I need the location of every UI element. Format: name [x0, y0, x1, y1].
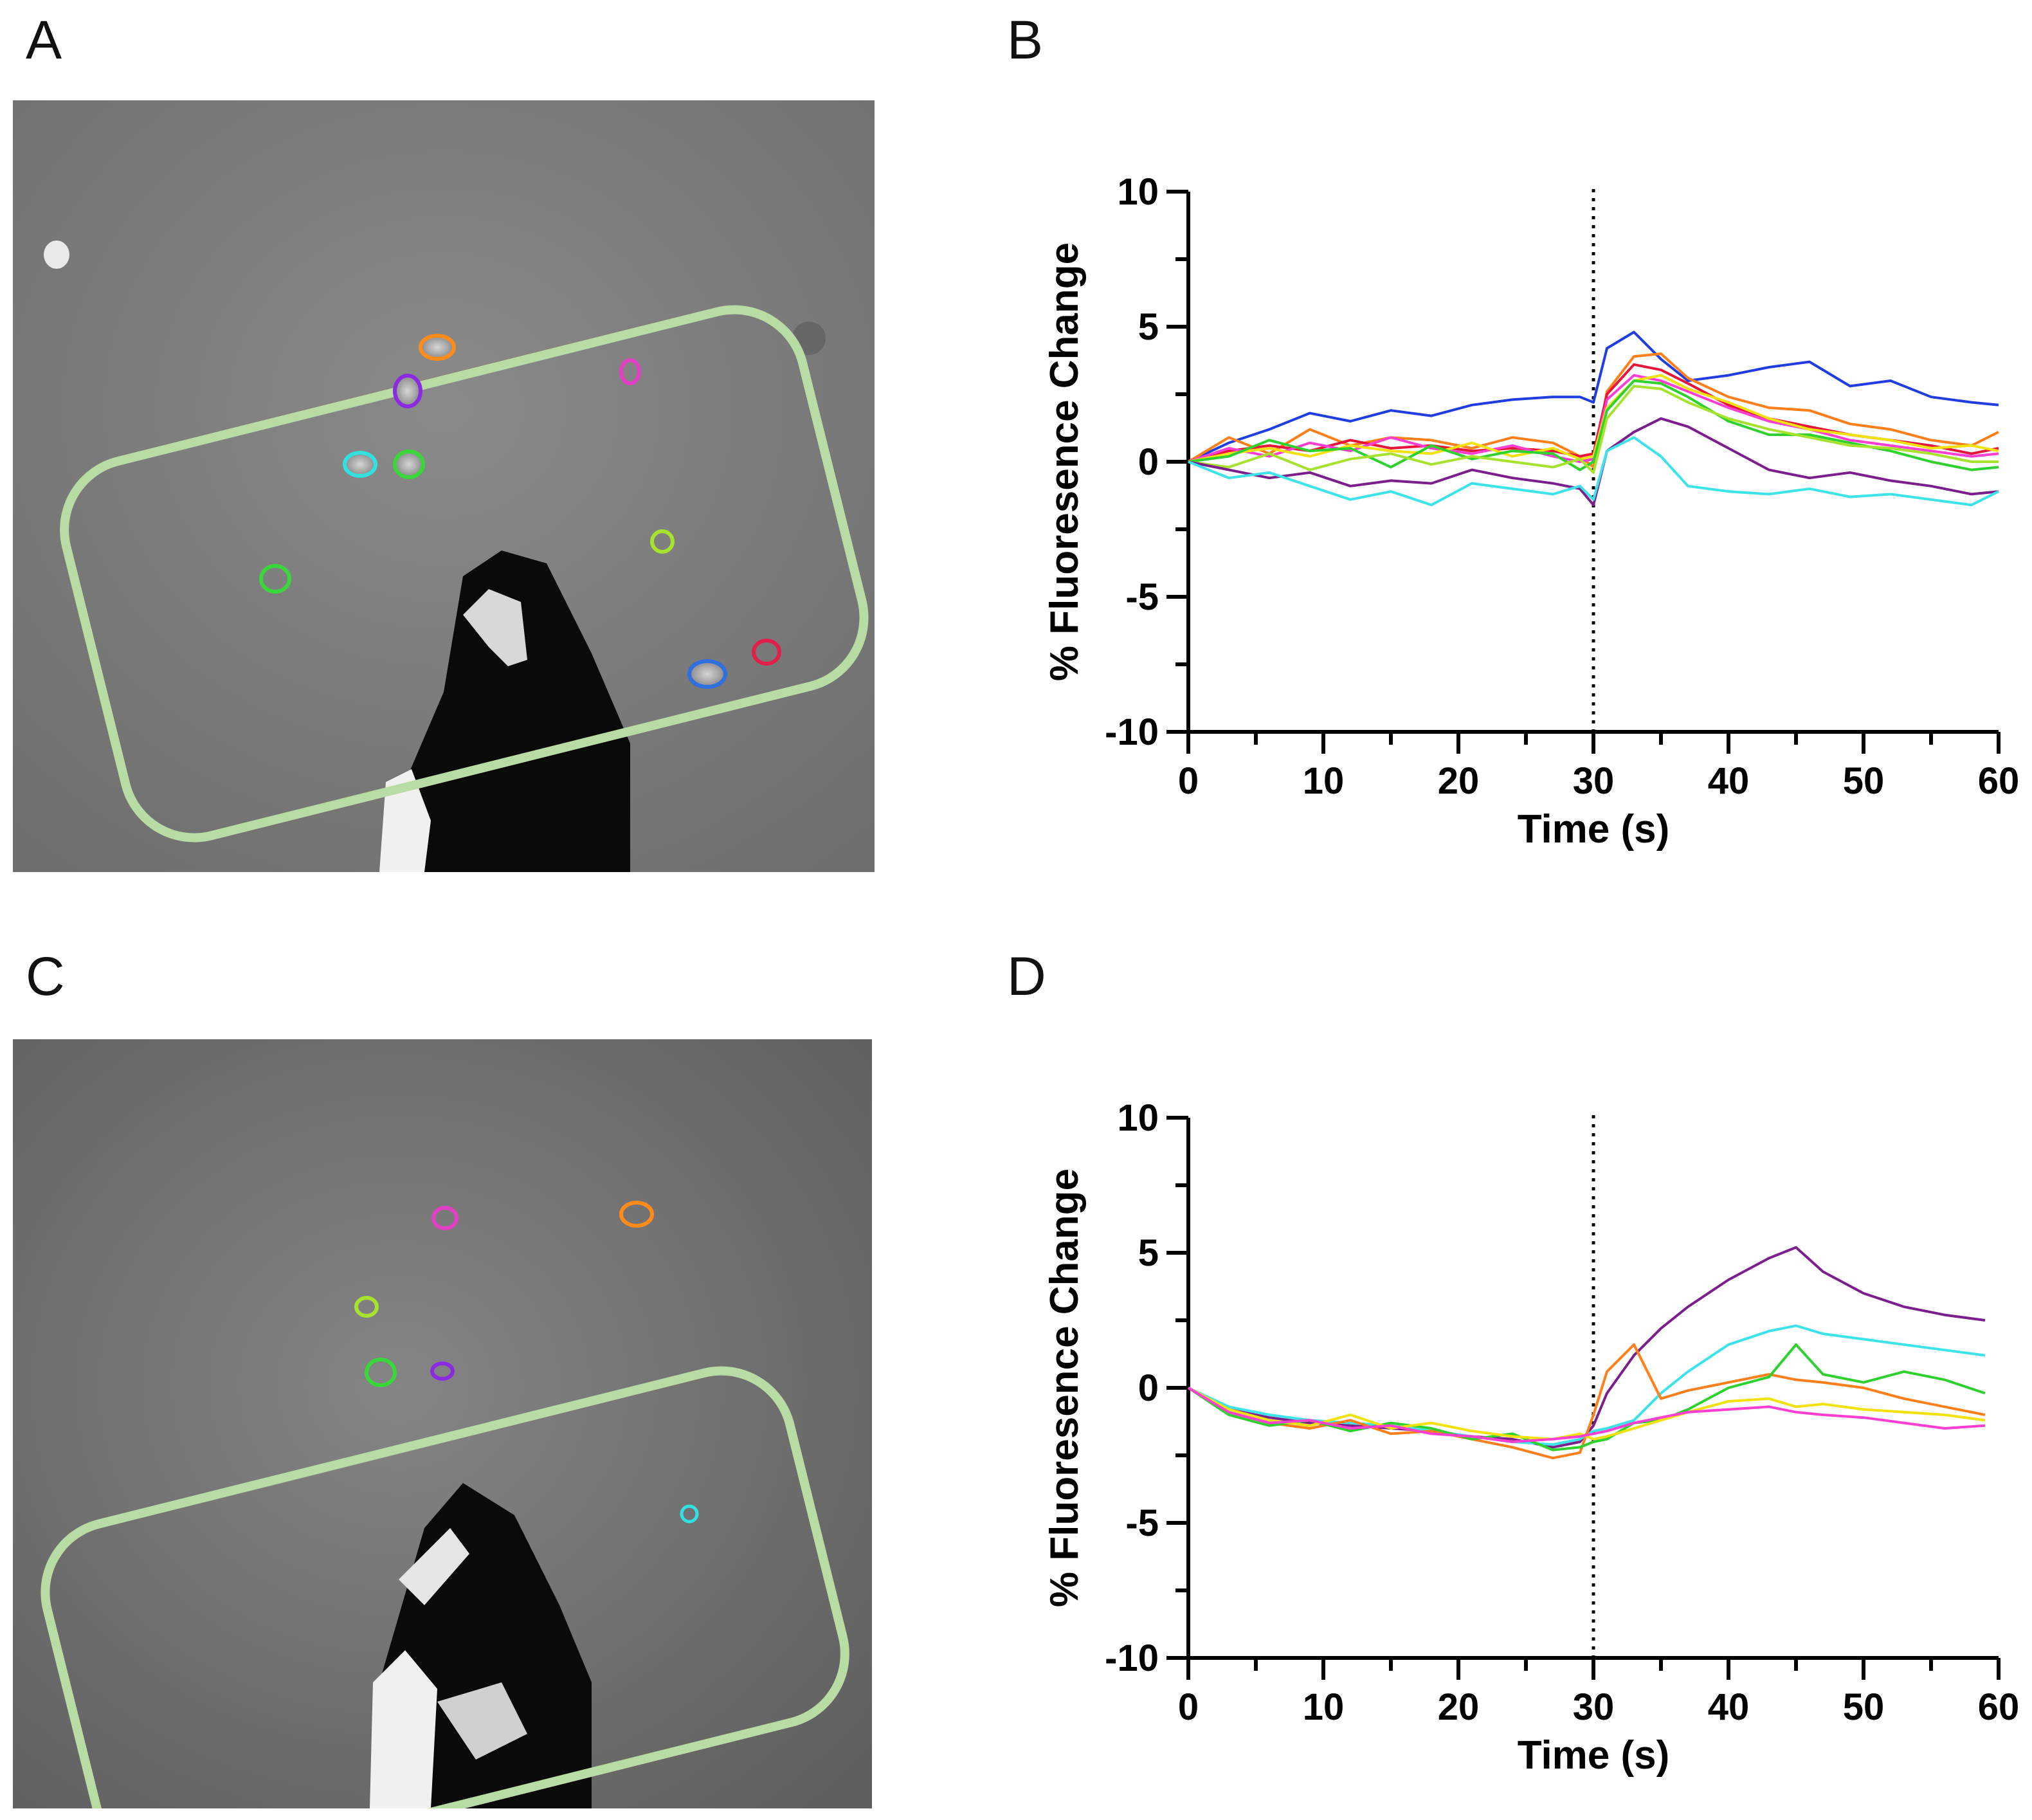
mouse-patch-c — [437, 1682, 527, 1760]
series-line-cyan — [1188, 436, 1999, 507]
series-line-yellow — [1188, 1387, 1986, 1441]
roi-green-1 — [393, 450, 425, 479]
x-tick-label: 20 — [1438, 1686, 1480, 1728]
y-tick-label: 10 — [1117, 171, 1159, 213]
x-tick-label: 40 — [1708, 1686, 1750, 1728]
y-tick-label: 10 — [1117, 1097, 1159, 1139]
mouse-head-highlight — [463, 589, 527, 666]
mouse-body — [392, 551, 630, 872]
micrograph-c-svg — [13, 1039, 872, 1808]
x-tick-label: 10 — [1303, 760, 1345, 802]
micrograph-c — [13, 1039, 872, 1808]
x-axis-title: Time (s) — [1518, 807, 1670, 851]
x-tick-label: 20 — [1438, 760, 1480, 802]
roi-magenta — [619, 358, 641, 385]
panel-label-b: B — [1007, 10, 1044, 70]
bright-spot — [44, 241, 69, 269]
series-line-blue — [1188, 331, 1999, 463]
y-tick-label: 0 — [1138, 1367, 1159, 1409]
x-tick-label: 60 — [1978, 1686, 2019, 1728]
mouse-fur-white-c — [370, 1650, 437, 1808]
series-line-orange — [1187, 1343, 1986, 1460]
y-tick-label: -5 — [1125, 1502, 1159, 1544]
y-axis-title: % Fluoresence Change — [1042, 1169, 1087, 1607]
roi-cyan-c — [680, 1504, 699, 1524]
series-line-green — [1187, 1343, 1986, 1451]
mouse-head-light-c — [399, 1528, 469, 1605]
roi-orange-c — [619, 1201, 654, 1228]
y-tick-label: -10 — [1105, 711, 1159, 753]
series-line-green — [1188, 379, 1999, 471]
roi-cyan — [343, 451, 377, 478]
y-tick-label: 5 — [1138, 306, 1159, 348]
roi-lime — [650, 529, 675, 554]
x-tick-label: 0 — [1178, 1686, 1199, 1728]
series-line-lime — [1188, 385, 1999, 474]
y-axis-title: % Fluoresence Change — [1042, 242, 1087, 681]
panel-label-d: D — [1007, 946, 1046, 1006]
roi-magenta-c — [431, 1206, 458, 1230]
roi-green-2 — [259, 564, 291, 594]
x-tick-label: 10 — [1303, 1686, 1345, 1728]
y-tick-label: -5 — [1125, 576, 1159, 618]
chart-d: 10 5 0 -5 -10 0 10 20 30 40 50 60 Time (s)% Fluorese… — [1016, 1087, 2019, 1807]
x-tick-label: 30 — [1573, 760, 1615, 802]
roi-red — [752, 639, 781, 666]
x-axis-title: Time (s) — [1518, 1733, 1670, 1778]
x-tick-label: 50 — [1843, 760, 1885, 802]
arena-border-c — [41, 1366, 849, 1808]
roi-lime-c — [354, 1296, 379, 1318]
roi-purple-c — [430, 1361, 455, 1381]
panel-label-c: C — [26, 946, 65, 1006]
series-line-magenta — [1187, 1387, 1986, 1443]
micrograph-a — [13, 100, 875, 872]
chart-b: 10 5 0 -5 -10 0 10 20 30 40 50 60 Time (s)% Fluorese… — [1016, 161, 2019, 881]
panel-label-a: A — [26, 10, 62, 70]
roi-orange — [419, 334, 456, 361]
series-line-purple — [1188, 1246, 1986, 1449]
y-tick-label: 5 — [1138, 1232, 1159, 1274]
roi-purple — [393, 374, 422, 408]
y-tick-label: 0 — [1138, 441, 1159, 483]
x-tick-label: 0 — [1178, 760, 1199, 802]
x-tick-label: 30 — [1573, 1686, 1615, 1728]
series-line-cyan — [1188, 1324, 1986, 1446]
chart-series-d — [1187, 1246, 1986, 1460]
x-tick-label: 50 — [1843, 1686, 1885, 1728]
y-tick-label: -10 — [1105, 1637, 1159, 1679]
x-tick-label: 40 — [1708, 760, 1750, 802]
roi-blue — [687, 659, 727, 689]
chart-series-b — [1187, 331, 1999, 507]
roi-green-c — [365, 1358, 397, 1387]
micrograph-a-svg — [13, 100, 875, 872]
x-tick-label: 60 — [1978, 760, 2019, 802]
